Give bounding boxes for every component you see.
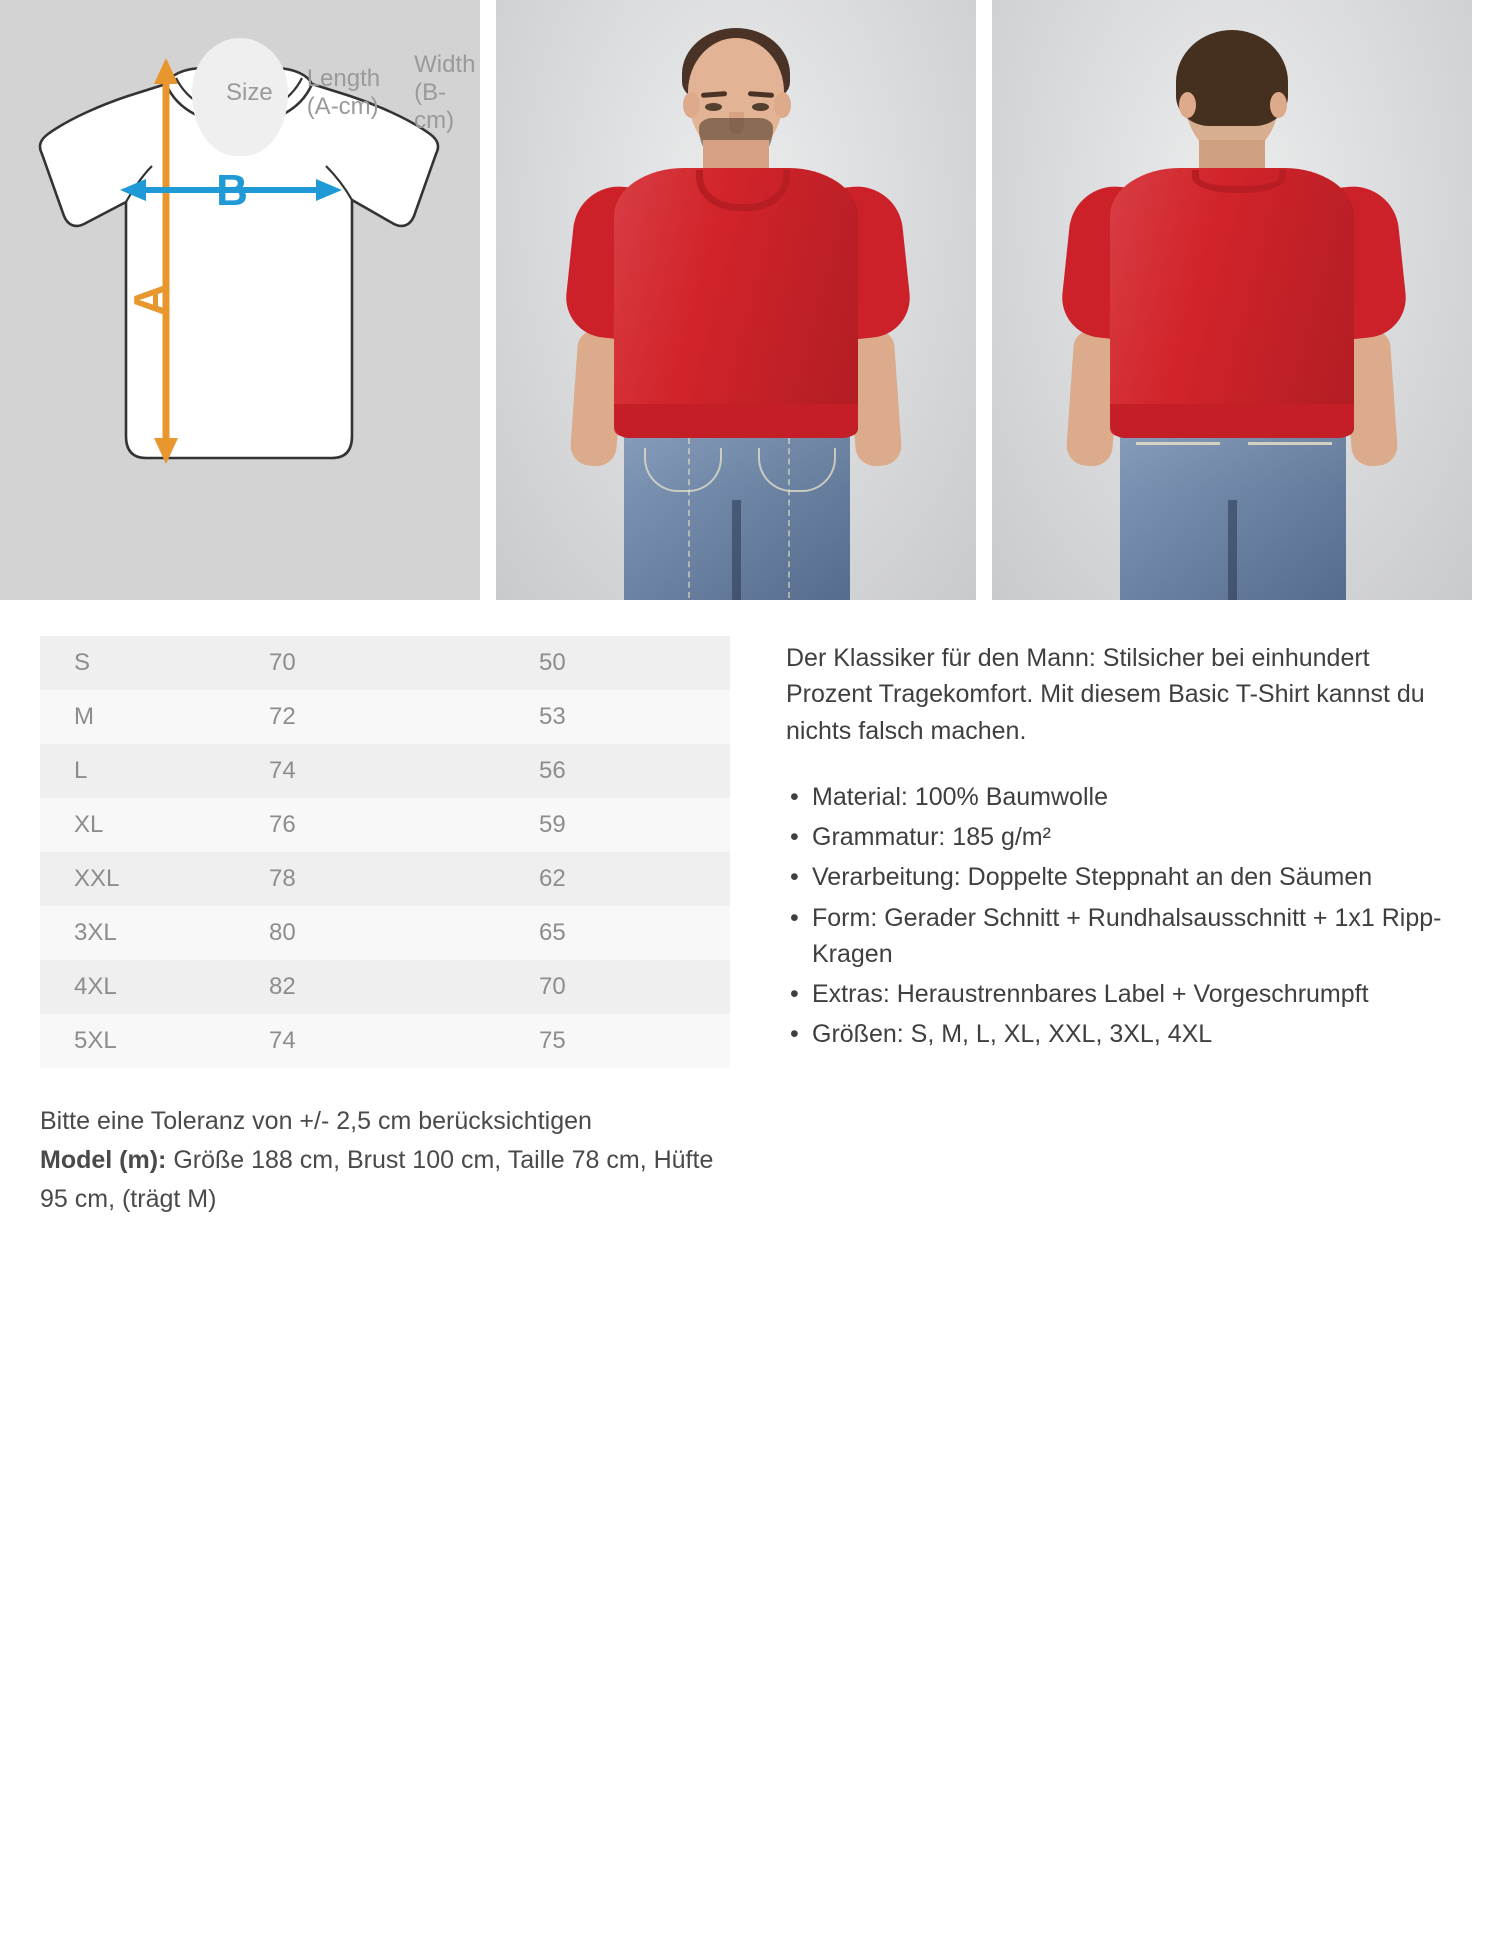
description-column: Der Klassiker für den Mann: Stilsicher b…	[786, 636, 1456, 1218]
model-eye-right	[752, 103, 769, 111]
table-row: 5XL 74 75	[40, 1014, 730, 1068]
cell-length: 82	[269, 973, 296, 1000]
tshirt-front	[614, 168, 858, 436]
tshirt-collar-front	[696, 170, 790, 211]
jeans-back-pocket-left	[1136, 442, 1220, 471]
jeans-stitch-left	[688, 438, 690, 598]
model-ear-left	[683, 92, 700, 118]
cell-length: 76	[269, 811, 296, 838]
cell-length: 80	[269, 919, 296, 946]
cell-length: 78	[269, 865, 296, 892]
tshirt-collar-back	[1192, 170, 1286, 193]
cell-size: XL	[74, 811, 104, 838]
feature-list: Material: 100% Baumwolle Grammatur: 185 …	[786, 779, 1456, 1053]
jeans-stitch-right	[788, 438, 790, 598]
column-header-width: Width (B-cm)	[414, 51, 476, 134]
list-item: Extras: Heraustrennbares Label + Vorgesc…	[786, 976, 1456, 1013]
tshirt-right-sleeve-seam	[325, 165, 353, 201]
table-header-row: Size Length (A-cm) Width (B-cm)	[192, 38, 475, 156]
jeans-leg-gap-front	[732, 500, 741, 600]
product-details: Size Length (A-cm) Width (B-cm) S 70 50 …	[0, 38, 1496, 1218]
model-note: Model (m): Größe 188 cm, Brust 100 cm, T…	[40, 1141, 730, 1219]
table-row: XXL 78 62	[40, 852, 730, 906]
cell-width: 53	[539, 703, 566, 730]
cell-width: 59	[539, 811, 566, 838]
cell-width: 65	[539, 919, 566, 946]
model-note-text: Größe 188 cm, Brust 100 cm, Taille 78 cm…	[40, 1145, 714, 1213]
width-arrow-b	[120, 179, 342, 201]
length-arrow-a	[154, 58, 178, 464]
model-ear-right	[774, 92, 791, 118]
cell-size: XXL	[74, 865, 120, 892]
jeans-leg-gap-back	[1228, 500, 1237, 600]
list-item: Form: Gerader Schnitt + Rundhalsausschni…	[786, 900, 1456, 973]
description-paragraph: Der Klassiker für den Mann: Stilsicher b…	[786, 644, 1425, 745]
product-image-row: A B	[0, 0, 1496, 600]
model-back-photo	[992, 0, 1472, 600]
list-item: Grammatur: 185 g/m²	[786, 819, 1456, 856]
table-row: XL 76 59	[40, 798, 730, 852]
model-eye-left	[705, 103, 722, 111]
cell-size: 5XL	[74, 1027, 117, 1054]
table-row: S 70 50	[40, 636, 730, 690]
tshirt-hem-front	[614, 404, 858, 438]
tshirt-measurement-diagram: A B	[38, 58, 440, 464]
tshirt-hem-back	[1110, 404, 1354, 438]
size-chart-column: Size Length (A-cm) Width (B-cm) S 70 50 …	[40, 38, 730, 1218]
table-row: 3XL 80 65	[40, 906, 730, 960]
length-arrow-label: A	[124, 283, 176, 316]
list-item: Verarbeitung: Doppelte Steppnaht an den …	[786, 859, 1456, 896]
model-front-photo	[496, 0, 976, 600]
cell-size: 4XL	[74, 973, 117, 1000]
tshirt-back	[1110, 168, 1354, 436]
model-ear-left-back	[1179, 92, 1196, 118]
cell-width: 75	[539, 1027, 566, 1054]
size-notes: Bitte eine Toleranz von +/- 2,5 cm berüc…	[40, 1102, 730, 1218]
list-item: Größen: S, M, L, XL, XXL, 3XL, 4XL	[786, 1016, 1456, 1053]
model-note-label: Model (m):	[40, 1145, 167, 1174]
cell-width: 62	[539, 865, 566, 892]
column-header-size: Size	[226, 79, 273, 106]
table-row: 4XL 82 70	[40, 960, 730, 1014]
cell-size: S	[74, 649, 91, 676]
cell-length: 72	[269, 703, 296, 730]
table-row: M 72 53	[40, 690, 730, 744]
table-row: L 74 56	[40, 744, 730, 798]
list-item: Material: 100% Baumwolle	[786, 779, 1456, 816]
cell-length: 74	[269, 757, 296, 784]
model-ear-right-back	[1270, 92, 1287, 118]
cell-size: 3XL	[74, 919, 117, 946]
cell-width: 70	[539, 973, 566, 1000]
cell-width: 50	[539, 649, 566, 676]
tshirt-body-outline	[38, 66, 440, 460]
column-header-length: Length (A-cm)	[306, 65, 381, 120]
width-arrow-label: B	[216, 166, 248, 215]
jeans-back-pocket-right	[1248, 442, 1332, 471]
cell-length: 74	[269, 1027, 296, 1054]
cell-width: 56	[539, 757, 566, 784]
tolerance-note: Bitte eine Toleranz von +/- 2,5 cm berüc…	[40, 1107, 592, 1135]
cell-length: 70	[269, 649, 296, 676]
cell-size: M	[74, 703, 94, 730]
cell-size: L	[74, 757, 88, 784]
size-chart-table: Size Length (A-cm) Width (B-cm) S 70 50 …	[40, 38, 730, 1068]
